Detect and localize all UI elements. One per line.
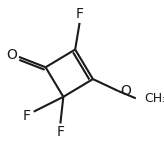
Text: F: F xyxy=(56,125,64,139)
Text: F: F xyxy=(76,7,84,21)
Text: O: O xyxy=(6,48,17,62)
Text: O: O xyxy=(120,84,131,98)
Text: CH₃: CH₃ xyxy=(145,92,164,105)
Text: F: F xyxy=(22,109,30,123)
